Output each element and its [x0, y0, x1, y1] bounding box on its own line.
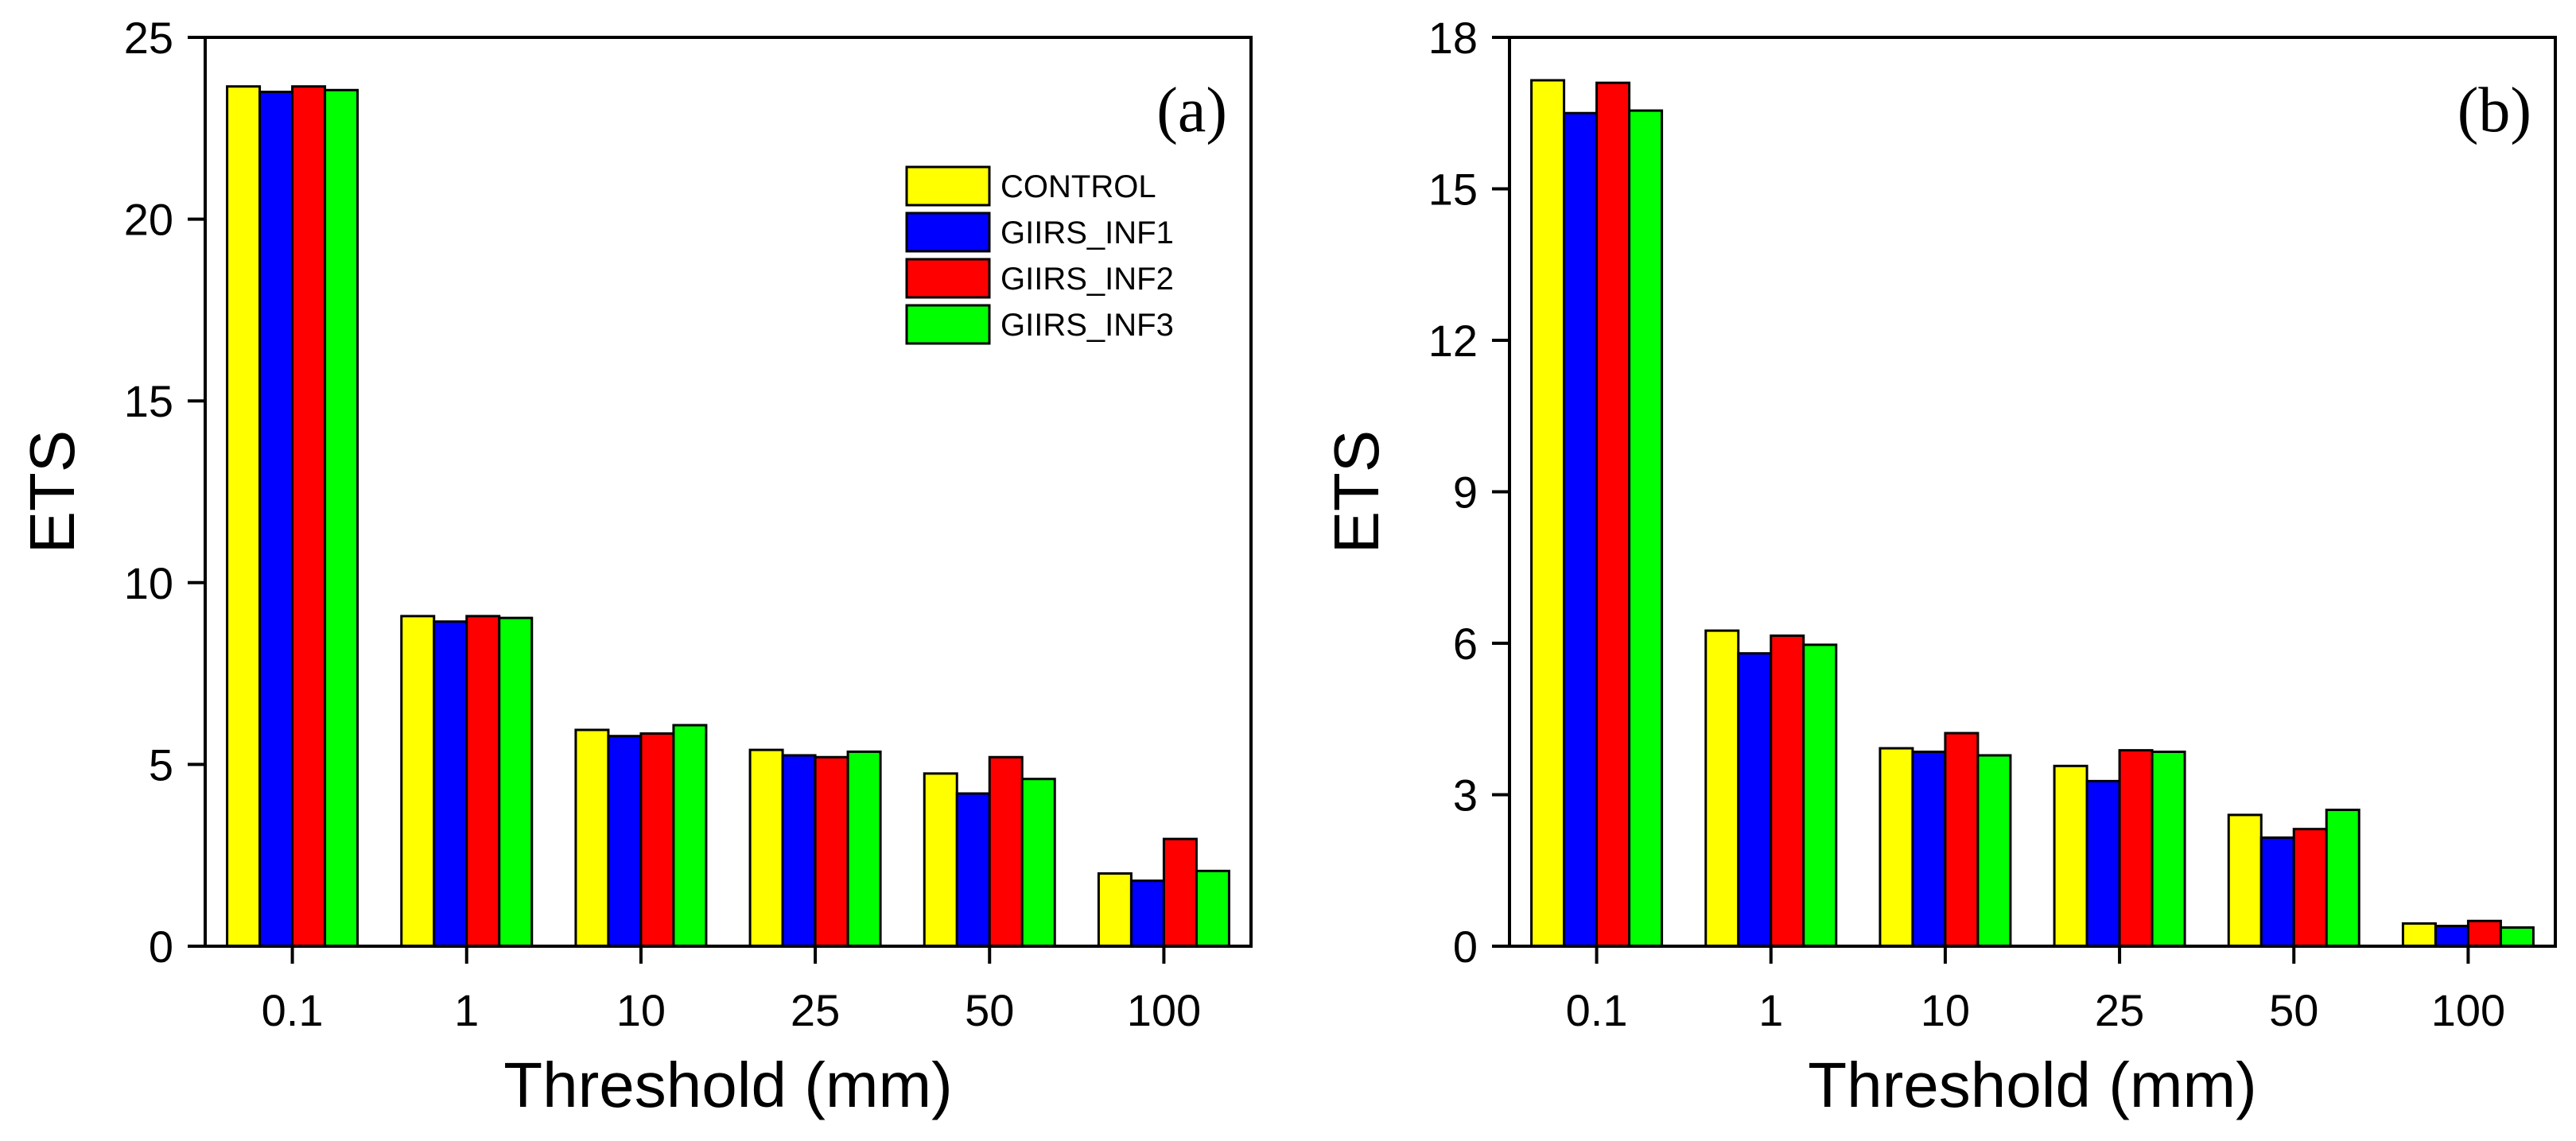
- plot-frame: [204, 36, 1253, 948]
- bar-giirs-inf2-1: [465, 615, 501, 948]
- bar-giirs-inf3-0.1: [324, 88, 359, 948]
- bar-giirs-inf1-50: [955, 792, 991, 948]
- bar-giirs-inf1-0.1: [258, 91, 294, 948]
- bar-giirs-inf2-50: [2292, 828, 2328, 948]
- y-tick-label: 9: [1453, 468, 1478, 518]
- bar-giirs-inf1-50: [2259, 836, 2295, 948]
- chart-panel-a: 0 5 10 15 20 25 0.1 1 10 25 50 100 Threshold (mm) ETS…: [17, 13, 1253, 1120]
- bar-giirs-inf1-1: [433, 620, 468, 948]
- bar-giirs-inf2-10: [639, 732, 675, 948]
- bar-giirs-inf1-1: [1737, 652, 1773, 948]
- bar-control-0.1: [1530, 79, 1566, 948]
- bar-giirs-inf2-25: [2118, 749, 2154, 948]
- bar-giirs-inf1-100: [1129, 879, 1165, 948]
- y-tick-label: 18: [1428, 13, 1478, 63]
- y-tick-label: 0: [149, 922, 173, 972]
- bar-giirs-inf1-100: [2434, 925, 2469, 948]
- bar-giirs-inf3-50: [1020, 778, 1056, 948]
- bar-giirs-inf2-25: [814, 755, 849, 948]
- x-axis-title: Threshold (mm): [1808, 1050, 2257, 1120]
- legend-swatch-giirs-inf3: [905, 304, 991, 345]
- bar-giirs-inf3-100: [2499, 926, 2535, 948]
- y-tick-label: 12: [1428, 316, 1478, 366]
- x-tick-label: 0.1: [262, 985, 324, 1035]
- bar-control-10: [574, 728, 610, 948]
- bar-giirs-inf3-100: [1195, 869, 1230, 948]
- legend-label: GIIRS_INF2: [1000, 262, 1174, 297]
- x-tick-label: 50: [965, 985, 1014, 1035]
- bar-control-1: [1704, 629, 1740, 948]
- bar-giirs-inf1-25: [781, 754, 817, 948]
- panel-label: (b): [2457, 76, 2531, 146]
- bar-giirs-inf3-1: [1802, 643, 1838, 948]
- legend-label: GIIRS_INF3: [1000, 308, 1174, 343]
- chart-panel-b: 0 3 6 9 12 15 18 0.1 1 10 25 50 100 Threshold (mm) ETS…: [1321, 13, 2557, 1120]
- bar-giirs-inf3-50: [2325, 809, 2360, 948]
- y-tick-label: 3: [1453, 770, 1478, 821]
- bar-giirs-inf3-1: [498, 616, 534, 948]
- bar-giirs-inf1-10: [607, 735, 643, 948]
- y-tick-label: 10: [124, 558, 173, 608]
- x-tick-label: 0.1: [1566, 985, 1628, 1035]
- y-axis-title: ETS: [17, 430, 87, 554]
- y-tick-label: 15: [124, 376, 173, 426]
- bar-giirs-inf2-0.1: [1595, 81, 1631, 948]
- legend-swatch-giirs-inf1: [905, 212, 991, 253]
- x-tick-label: 100: [1127, 985, 1201, 1035]
- panel-label: (a): [1156, 76, 1227, 146]
- x-tick-label: 10: [616, 985, 666, 1035]
- bar-giirs-inf3-25: [2151, 751, 2186, 948]
- bar-control-50: [2227, 813, 2263, 948]
- legend-label: GIIRS_INF1: [1000, 215, 1174, 250]
- y-tick-label: 25: [124, 13, 173, 63]
- bar-giirs-inf1-25: [2085, 779, 2121, 948]
- x-tick-label: 100: [2431, 985, 2505, 1035]
- bar-giirs-inf1-10: [1911, 751, 1947, 948]
- legend-swatch-giirs-inf2: [905, 258, 991, 299]
- bar-control-50: [923, 772, 958, 948]
- bar-giirs-inf3-10: [672, 724, 708, 948]
- y-tick-label: 5: [149, 739, 173, 790]
- y-axis-title: ETS: [1321, 430, 1392, 554]
- bar-control-100: [2401, 922, 2437, 948]
- bar-control-100: [1097, 872, 1133, 948]
- bar-giirs-inf3-10: [1976, 754, 2012, 948]
- legend-swatch-control: [905, 165, 991, 207]
- y-tick-label: 0: [1453, 922, 1478, 972]
- bar-giirs-inf2-10: [1944, 732, 1980, 948]
- bar-giirs-inf3-0.1: [1628, 109, 1664, 948]
- x-axis-title: Threshold (mm): [503, 1050, 953, 1120]
- x-tick-label: 25: [2095, 985, 2144, 1035]
- x-tick-label: 50: [2269, 985, 2318, 1035]
- legend: CONTROL GIIRS_INF1 GIIRS_INF2 GIIRS_INF3: [905, 165, 1174, 345]
- legend-label: CONTROL: [1000, 169, 1156, 204]
- y-tick-label: 15: [1428, 165, 1478, 215]
- bar-giirs-inf2-1: [1770, 634, 1805, 948]
- x-tick-label: 1: [1758, 985, 1783, 1035]
- y-tick-label: 6: [1453, 619, 1478, 669]
- x-tick-label: 25: [791, 985, 840, 1035]
- x-tick-label: 1: [454, 985, 479, 1035]
- bar-giirs-inf2-100: [2466, 919, 2502, 948]
- bar-giirs-inf2-50: [988, 755, 1024, 948]
- x-tick-label: 10: [1921, 985, 1970, 1035]
- plot-frame: [1508, 36, 2557, 948]
- bar-control-1: [400, 615, 436, 948]
- bar-control-10: [1879, 747, 1914, 948]
- bar-giirs-inf2-0.1: [291, 85, 327, 948]
- y-tick-label: 20: [124, 195, 173, 245]
- bar-giirs-inf2-100: [1162, 837, 1198, 948]
- bar-control-0.1: [226, 85, 262, 948]
- bar-control-25: [2053, 764, 2088, 948]
- bar-control-25: [748, 748, 784, 948]
- bar-giirs-inf1-0.1: [1563, 111, 1599, 948]
- bar-giirs-inf3-25: [846, 750, 882, 948]
